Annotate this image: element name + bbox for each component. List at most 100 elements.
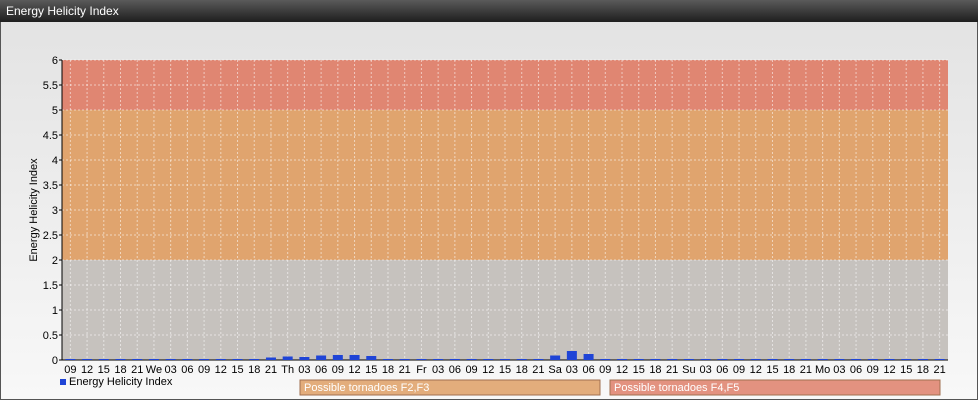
x-tick-label: 06 [315, 364, 327, 376]
x-tick-label: 03 [165, 364, 177, 376]
bar [800, 359, 811, 360]
x-tick-label: 18 [516, 364, 528, 376]
y-axis-label: Energy Helicity Index [28, 158, 40, 262]
x-tick-label: 12 [81, 364, 93, 376]
bar [917, 359, 928, 360]
y-tick-label: 5.5 [43, 80, 58, 92]
x-tick-label: 15 [766, 364, 778, 376]
bar [500, 359, 510, 360]
bar [115, 359, 126, 360]
bar [834, 359, 845, 360]
bar [299, 357, 310, 360]
bar [750, 359, 761, 360]
bar [650, 359, 661, 360]
x-tick-label: 21 [934, 364, 946, 376]
bar [249, 359, 260, 360]
x-tick-label: 09 [332, 364, 344, 376]
bar [851, 359, 862, 360]
x-tick-label: 21 [666, 364, 678, 376]
bar [282, 356, 293, 360]
zone-legend-box [299, 379, 601, 396]
bar [98, 359, 109, 360]
bar [817, 359, 828, 360]
x-tick-label: Su [682, 364, 695, 376]
x-tick-label: 15 [900, 364, 912, 376]
legend-swatch [60, 379, 66, 385]
x-tick-label: 18 [382, 364, 394, 376]
y-tick-label: 2.5 [43, 230, 58, 242]
x-tick-label: 15 [633, 364, 645, 376]
x-tick-label: 06 [449, 364, 461, 376]
bar [700, 359, 711, 360]
bar [550, 355, 561, 360]
plot-area: 0 0.5 1 1.5 2 2.5 3 3.5 4 4.5 5 5.5 6 Energy Helicity… [43, 55, 948, 396]
x-tick-label: 21 [532, 364, 544, 376]
bar [199, 359, 210, 360]
y-tick-label: 1 [52, 305, 58, 317]
bar [148, 359, 159, 360]
x-tick-label: 03 [298, 364, 310, 376]
bar [466, 359, 477, 360]
bar [901, 359, 912, 360]
bar [583, 354, 594, 360]
bar [416, 359, 427, 360]
bar [433, 359, 444, 360]
x-tick-label: 12 [215, 364, 227, 376]
bar [332, 355, 343, 360]
x-tick-label: 12 [482, 364, 494, 376]
x-tick-label: 12 [348, 364, 360, 376]
bar [633, 359, 644, 360]
x-tick-label: 21 [131, 364, 143, 376]
x-tick-label: Mo [815, 364, 830, 376]
x-tick-label: Th [281, 364, 294, 376]
x-tick-label: 09 [733, 364, 745, 376]
y-tick-label: 1.5 [43, 280, 58, 292]
y-tick-label: 2 [52, 255, 58, 267]
zone-legend-label: Possible tornadoes F2,F3 [304, 382, 429, 394]
x-tick-label: 03 [833, 364, 845, 376]
bar [483, 359, 494, 360]
x-tick-label: 12 [616, 364, 628, 376]
bar [65, 359, 76, 360]
x-tick-label: 21 [399, 364, 411, 376]
zone-legend-label: Possible tornadoes F4,F5 [614, 382, 739, 394]
x-tick-label: 15 [98, 364, 110, 376]
bar [516, 359, 527, 360]
x-tick-label: 09 [465, 364, 477, 376]
bar [934, 359, 945, 360]
bar [316, 355, 327, 360]
x-tick-label: 03 [566, 364, 578, 376]
x-tick-label: 15 [365, 364, 377, 376]
x-tick-label: Sa [548, 364, 562, 376]
x-tick-label: 09 [599, 364, 611, 376]
y-tick-label: 3.5 [43, 180, 58, 192]
x-tick-label: 12 [883, 364, 895, 376]
y-tick-label: 0.5 [43, 330, 58, 342]
bar [265, 357, 276, 360]
x-tick-label: 09 [64, 364, 76, 376]
bar [349, 355, 360, 360]
bar [132, 359, 143, 360]
x-tick-label: 03 [432, 364, 444, 376]
y-tick-label: 3 [52, 205, 58, 217]
x-tick-label: 06 [181, 364, 193, 376]
x-tick-label: 06 [716, 364, 728, 376]
y-tick-label: 4.5 [43, 130, 58, 142]
y-tick-label: 4 [52, 155, 58, 167]
bar [449, 359, 460, 360]
header [0, 0, 978, 22]
x-tick-label: 09 [198, 364, 210, 376]
bar [717, 359, 728, 360]
bar [232, 359, 243, 360]
x-tick-label: Fr [416, 364, 427, 376]
x-tick-label: 18 [783, 364, 795, 376]
x-tick-label: 03 [699, 364, 711, 376]
x-tick-label: 06 [582, 364, 594, 376]
x-tick-label: 18 [114, 364, 126, 376]
bar [617, 359, 628, 360]
y-tick-label: 5 [52, 105, 58, 117]
header-title: Energy Helicity Index [6, 4, 119, 18]
x-tick-label: 09 [867, 364, 879, 376]
x-tick-label: 06 [850, 364, 862, 376]
